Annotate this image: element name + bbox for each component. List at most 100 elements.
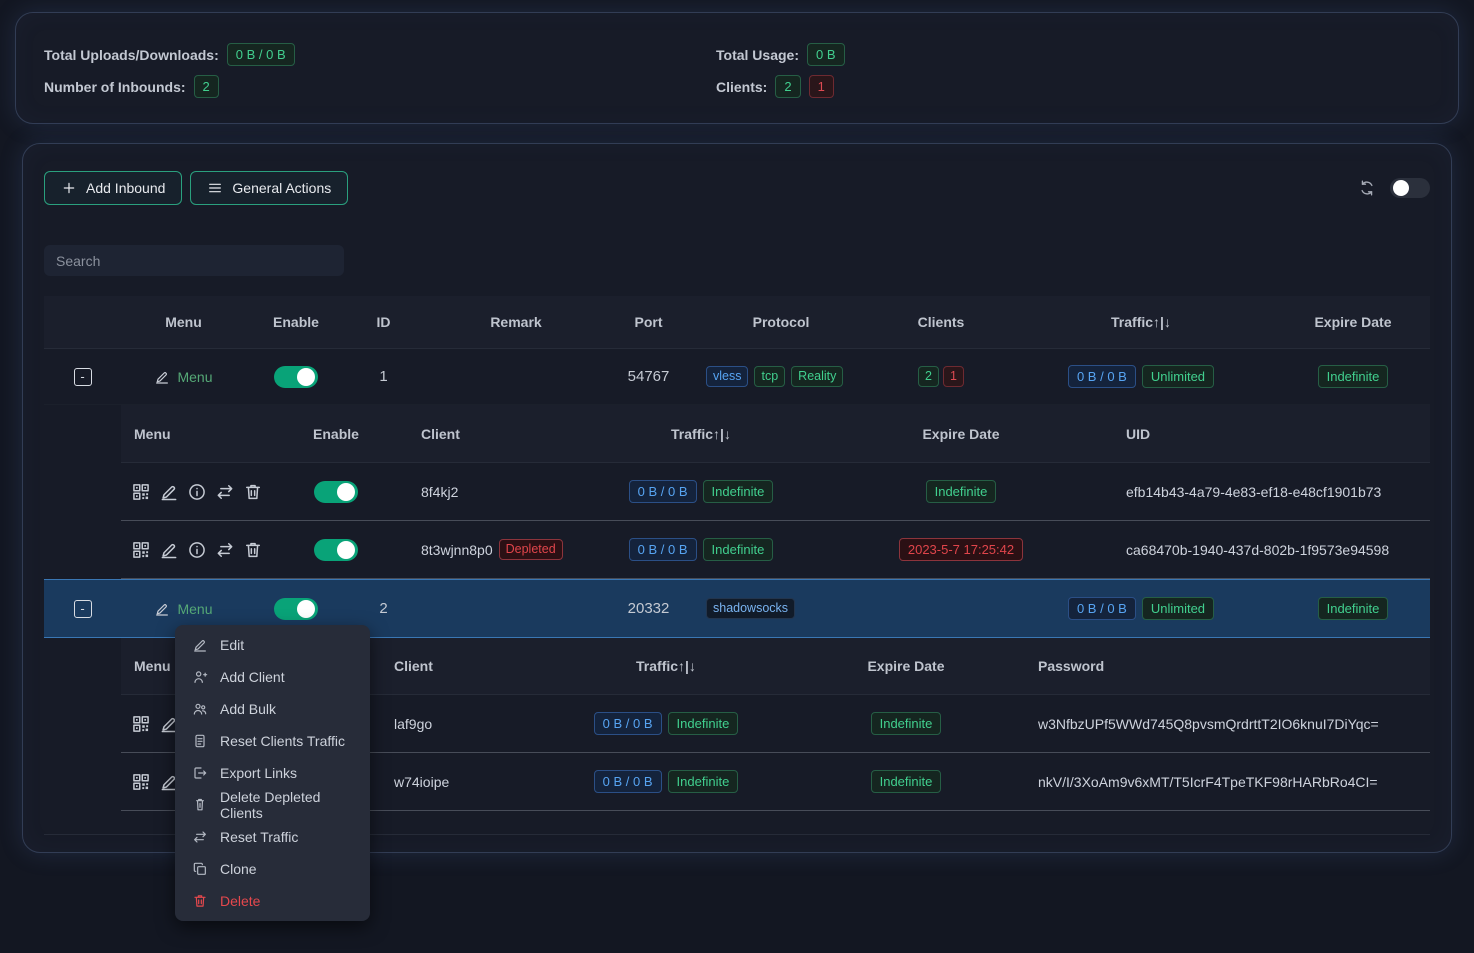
edit-icon [192, 637, 208, 653]
delete-client-icon[interactable] [243, 482, 263, 502]
edit-pencil-icon [154, 369, 170, 385]
menu-item-reset-clients-traffic[interactable]: Reset Clients Traffic [175, 725, 370, 757]
add-inbound-button[interactable]: Add Inbound [44, 171, 183, 205]
sub-header-traffic[interactable]: Traffic↑|↓ [671, 425, 731, 442]
menu-item-label: Reset Traffic [220, 829, 299, 845]
total-usage-label: Total Usage: [716, 46, 799, 63]
refresh-icon[interactable] [1358, 179, 1376, 197]
menu-item-edit[interactable]: Edit [175, 629, 370, 661]
edit-client-icon[interactable] [159, 482, 179, 502]
traffic-tag: 0 B / 0 B [1067, 597, 1136, 620]
traffic-limit-tag: Unlimited [1141, 365, 1215, 388]
add-inbound-label: Add Inbound [86, 180, 166, 196]
general-actions-button[interactable]: General Actions [190, 171, 349, 205]
toggle-knob [337, 540, 355, 559]
reset-traffic-icon[interactable] [215, 540, 235, 560]
menu-item-label: Add Client [220, 669, 285, 685]
menu-item-label: Export Links [220, 765, 298, 781]
auto-refresh-toggle[interactable] [1390, 178, 1430, 198]
client-name: 8f4kj2 [421, 483, 459, 500]
client-expire-tag: Indefinite [870, 712, 942, 735]
menu-item-label: Delete [220, 893, 261, 909]
total-usage: Total Usage: 0 B [716, 43, 1430, 66]
collapse-row-button[interactable]: - [73, 599, 92, 618]
edit-pencil-icon [154, 601, 170, 617]
header-traffic[interactable]: Traffic↑|↓ [1111, 314, 1171, 330]
total-uploads-downloads-value: 0 B / 0 B [226, 43, 295, 66]
delete-client-icon[interactable] [243, 540, 263, 560]
menu-item-add-bulk[interactable]: Add Bulk [175, 693, 370, 725]
reset-traffic-icon[interactable] [215, 482, 235, 502]
client-traffic-tag: 0 B / 0 B [593, 712, 662, 735]
toolbar-right [1358, 178, 1430, 198]
menu-item-label: Add Bulk [220, 701, 277, 717]
protocol-tag: tcp [754, 366, 786, 387]
clone-icon [192, 861, 208, 877]
menu-item-clone[interactable]: Clone [175, 853, 370, 885]
client-name: laf9go [394, 715, 433, 732]
total-uploads-downloads-label: Total Uploads/Downloads: [44, 46, 219, 63]
traffic-tag: 0 B / 0 B [1067, 365, 1136, 388]
inbounds-table-header: Menu Enable ID Remark Port Protocol Clie… [44, 296, 1430, 349]
client-enable-toggle[interactable] [314, 538, 358, 561]
clients-active-tag: 2 [918, 366, 939, 387]
sub2-header-password: Password [1038, 658, 1105, 674]
toggle-knob [297, 599, 315, 618]
menu-item-reset-traffic[interactable]: Reset Traffic [175, 821, 370, 853]
qrcode-icon[interactable] [131, 714, 151, 734]
qrcode-icon[interactable] [131, 482, 151, 502]
enable-toggle[interactable] [274, 365, 318, 388]
client-row: w74ioipe 0 B / 0 B Indefinite Indefinite… [121, 753, 1430, 811]
clients-depleted-count: 1 [808, 75, 834, 98]
header-port: Port [634, 314, 663, 330]
client-row: laf9go 0 B / 0 B Indefinite Indefinite w… [121, 695, 1430, 753]
add-bulk-icon [192, 701, 208, 717]
hamburger-icon [207, 180, 223, 196]
header-menu: Menu [165, 314, 202, 330]
client-traffic-tag: 0 B / 0 B [593, 770, 662, 793]
client-uid: efb14b43-4a79-4e83-ef18-e48cf1901b73 [1126, 483, 1382, 500]
toggle-knob [337, 482, 355, 501]
row-menu-button[interactable]: Menu [154, 368, 213, 385]
qrcode-icon[interactable] [131, 772, 151, 792]
edit-client-icon[interactable] [159, 540, 179, 560]
sub2-header-menu: Menu [134, 658, 171, 674]
search-input[interactable] [44, 245, 344, 276]
sub2-header-traffic[interactable]: Traffic↑|↓ [636, 658, 696, 674]
protocol-tag: shadowsocks [706, 598, 796, 619]
menu-item-delete-depleted-clients[interactable]: Delete Depleted Clients [175, 789, 370, 821]
toggle-knob [297, 367, 315, 386]
menu-item-export-links[interactable]: Export Links [175, 757, 370, 789]
stats-right-column: Total Usage: 0 B Clients: 2 1 [716, 43, 1430, 123]
client-password: w3NfbzUPf5WWd745Q8pvsmQrdrttT2IO6knuI7Di… [1038, 715, 1379, 732]
menu-item-delete[interactable]: Delete [175, 885, 370, 917]
enable-toggle[interactable] [274, 597, 318, 620]
sub2-header-client: Client [394, 658, 433, 674]
header-remark: Remark [490, 314, 542, 330]
delete-depleted-clients-icon [192, 797, 208, 813]
row-menu-label: Menu [177, 368, 213, 385]
client-row: 8f4kj2 0 B / 0 B Indefinite Indefinite e… [121, 463, 1430, 521]
clients-depleted-tag: 1 [943, 366, 964, 387]
general-actions-label: General Actions [232, 180, 332, 196]
row-menu-button[interactable]: Menu [154, 601, 213, 617]
stats-left-column: Total Uploads/Downloads: 0 B / 0 B Numbe… [44, 43, 716, 123]
plus-icon [61, 180, 77, 196]
add-client-icon [192, 669, 208, 685]
client-expire-tag: Indefinite [925, 480, 997, 503]
info-icon[interactable] [187, 540, 207, 560]
sub-header-expire: Expire Date [922, 425, 1000, 442]
client-uid: ca68470b-1940-437d-802b-1f9573e94598 [1126, 541, 1390, 558]
inbound-port: 54767 [627, 368, 670, 385]
qrcode-icon[interactable] [131, 540, 151, 560]
client-row: 8t3wjnn8p0 Depleted 0 B / 0 B Indefinite… [121, 521, 1430, 579]
client-enable-toggle[interactable] [314, 480, 358, 503]
reset-traffic-icon [192, 829, 208, 845]
menu-item-add-client[interactable]: Add Client [175, 661, 370, 693]
expire-tag: Indefinite [1317, 597, 1389, 620]
collapse-row-button[interactable]: - [73, 367, 92, 386]
client-traffic-limit-tag: Indefinite [667, 770, 739, 793]
info-icon[interactable] [187, 482, 207, 502]
client-traffic-tag: 0 B / 0 B [628, 538, 697, 561]
client-password: nkV/I/3XoAm9v6xMT/T5IcrF4TpeTKF98rHARbRo… [1038, 773, 1378, 790]
